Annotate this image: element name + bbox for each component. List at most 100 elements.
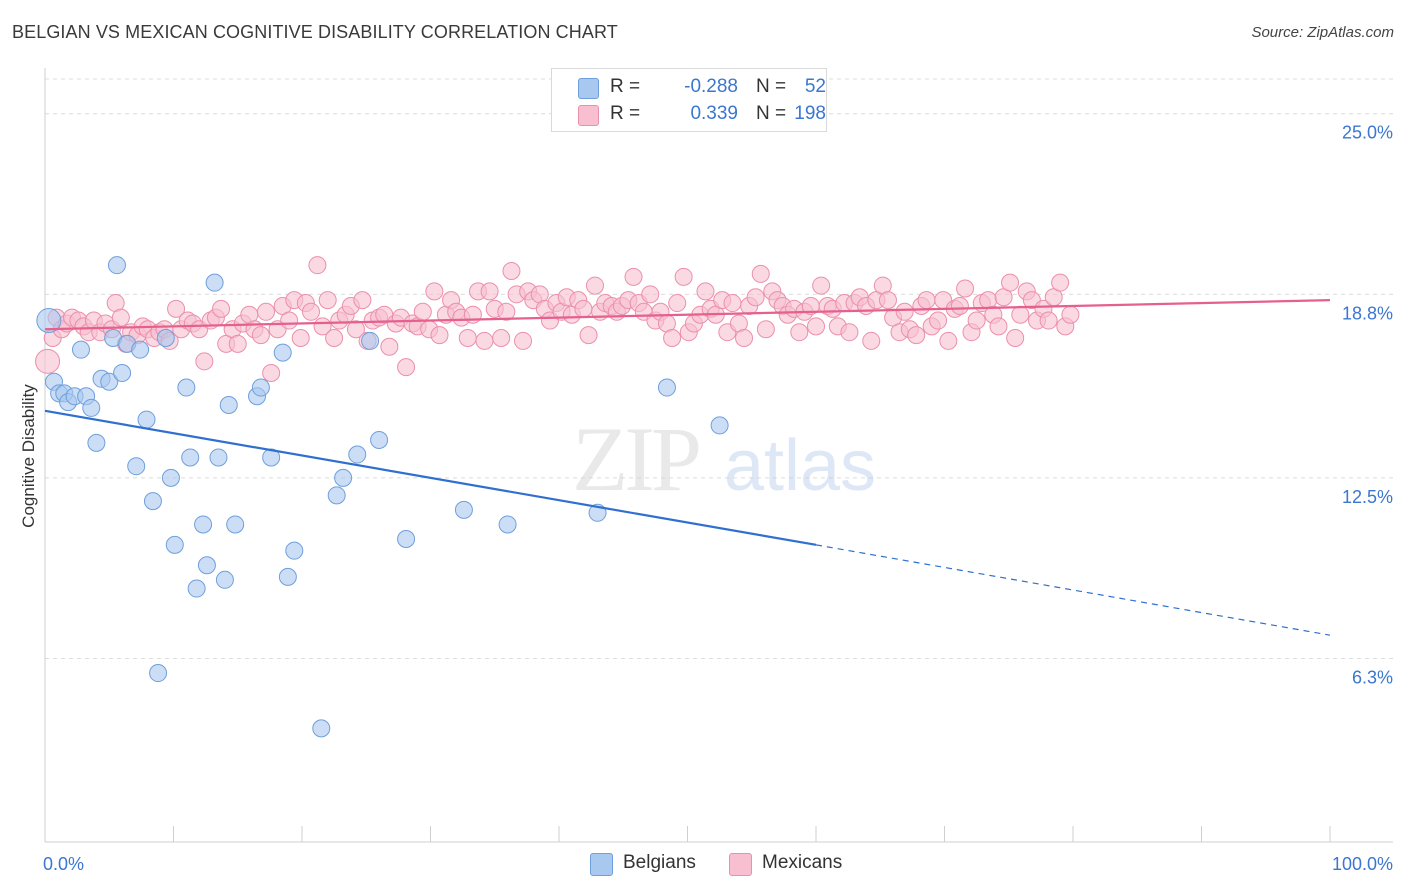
belgian-point xyxy=(262,448,281,467)
belgian-point xyxy=(710,416,729,435)
belgian-point xyxy=(187,579,206,598)
belgian-point xyxy=(205,273,224,292)
mexican-point xyxy=(257,302,276,321)
belgians-trend-line xyxy=(44,409,817,546)
mexican-point xyxy=(262,363,281,382)
mexican-point xyxy=(746,288,765,307)
belgian-point xyxy=(273,343,292,362)
legend-r-label: R = xyxy=(610,103,641,124)
belgian-point xyxy=(215,570,234,589)
axes xyxy=(44,68,1393,843)
belgian-point xyxy=(278,567,297,586)
belgian-point xyxy=(251,378,270,397)
mexican-point xyxy=(956,279,975,298)
belgian-point xyxy=(454,500,473,519)
belgian-point xyxy=(177,378,196,397)
y-tick-label: 12.5% xyxy=(1342,487,1393,507)
mexicans-points xyxy=(35,256,1080,382)
mexican-point xyxy=(308,256,327,275)
mexican-point xyxy=(895,302,914,321)
mexican-point xyxy=(723,294,742,313)
mexican-point xyxy=(807,317,825,336)
mexican-point xyxy=(425,282,444,301)
mexican-point xyxy=(735,329,754,348)
belgian-point xyxy=(397,530,416,549)
belgian-point xyxy=(312,719,331,738)
belgian-point xyxy=(219,396,238,415)
belgian-point xyxy=(131,340,150,359)
mexican-point xyxy=(280,311,299,330)
mexican-point xyxy=(663,329,682,348)
mexican-point xyxy=(1039,311,1058,330)
y-tick-label: 6.3% xyxy=(1352,667,1393,687)
mexicans-swatch xyxy=(578,105,599,126)
mexican-point xyxy=(458,329,477,348)
trend-lines xyxy=(44,299,1331,636)
legend-r-value: -0.288 xyxy=(684,76,738,97)
chart-title: BELGIAN VS MEXICAN COGNITIVE DISABILITY … xyxy=(12,22,618,42)
mexican-point xyxy=(353,291,372,310)
belgian-point xyxy=(107,256,126,275)
belgian-point xyxy=(161,468,180,487)
mexican-point xyxy=(790,323,809,342)
belgian-point xyxy=(82,398,101,417)
mexican-point xyxy=(668,294,687,313)
y-axis-title: Cognitive Disability xyxy=(19,384,38,528)
belgian-point xyxy=(156,329,175,348)
mexican-point xyxy=(480,282,499,301)
belgians-legend-swatch xyxy=(590,853,613,876)
mexican-point xyxy=(917,291,936,310)
belgians-swatch xyxy=(578,78,599,99)
mexicans-legend-label: Mexicans xyxy=(762,852,843,873)
belgians-legend-label: Belgians xyxy=(623,852,696,873)
legend-n-value: 52 xyxy=(804,76,826,97)
mexican-point xyxy=(751,264,770,283)
mexican-point xyxy=(430,326,449,345)
mexican-point xyxy=(514,331,533,350)
mexican-point xyxy=(318,291,337,310)
x-tick-label: 100.0% xyxy=(1332,854,1393,874)
belgian-point xyxy=(498,515,517,534)
belgian-point xyxy=(137,410,156,429)
mexican-point xyxy=(380,337,399,356)
mexican-point xyxy=(585,276,604,295)
mexican-point xyxy=(696,282,715,301)
mexican-point xyxy=(111,308,130,327)
belgian-point xyxy=(165,535,184,554)
mexican-point xyxy=(950,296,969,315)
belgian-point xyxy=(361,331,380,350)
mexican-point xyxy=(346,320,365,339)
mexican-point xyxy=(1051,273,1070,292)
mexican-point xyxy=(812,276,831,295)
belgian-point xyxy=(370,430,389,449)
belgian-point xyxy=(197,556,216,575)
mexican-point xyxy=(1061,305,1080,324)
mexican-point xyxy=(291,329,310,348)
mexican-point xyxy=(497,302,516,321)
legend-r-value: 0.339 xyxy=(690,103,738,124)
belgian-point xyxy=(113,363,132,382)
belgian-point xyxy=(657,378,676,397)
legend-r-label: R = xyxy=(610,76,641,97)
source-label: Source: ZipAtlas.com xyxy=(1251,24,1394,41)
mexican-point xyxy=(989,317,1008,336)
mexican-point xyxy=(212,299,231,318)
correlation-legend: R = -0.288 N = 52 R = 0.339 N = 198 xyxy=(551,68,827,132)
belgians-trend-extension xyxy=(815,544,1331,636)
belgian-point xyxy=(127,457,146,476)
y-tick-label: 18.8% xyxy=(1342,303,1393,323)
mexican-point xyxy=(1001,273,1020,292)
watermark-zip: ZIP xyxy=(572,408,699,510)
mexican-point xyxy=(195,352,214,371)
mexican-point xyxy=(228,334,247,353)
mexican-point xyxy=(756,320,775,339)
mexican-point xyxy=(624,267,643,286)
mexican-point xyxy=(939,331,958,350)
mexican-point xyxy=(579,326,598,345)
mexican-point xyxy=(301,302,320,321)
belgian-point xyxy=(285,541,304,560)
x-tick-label: 0.0% xyxy=(43,854,84,874)
mexican-point xyxy=(1011,305,1030,324)
belgian-point xyxy=(327,486,346,505)
mexicans-trend-line xyxy=(44,299,1331,331)
